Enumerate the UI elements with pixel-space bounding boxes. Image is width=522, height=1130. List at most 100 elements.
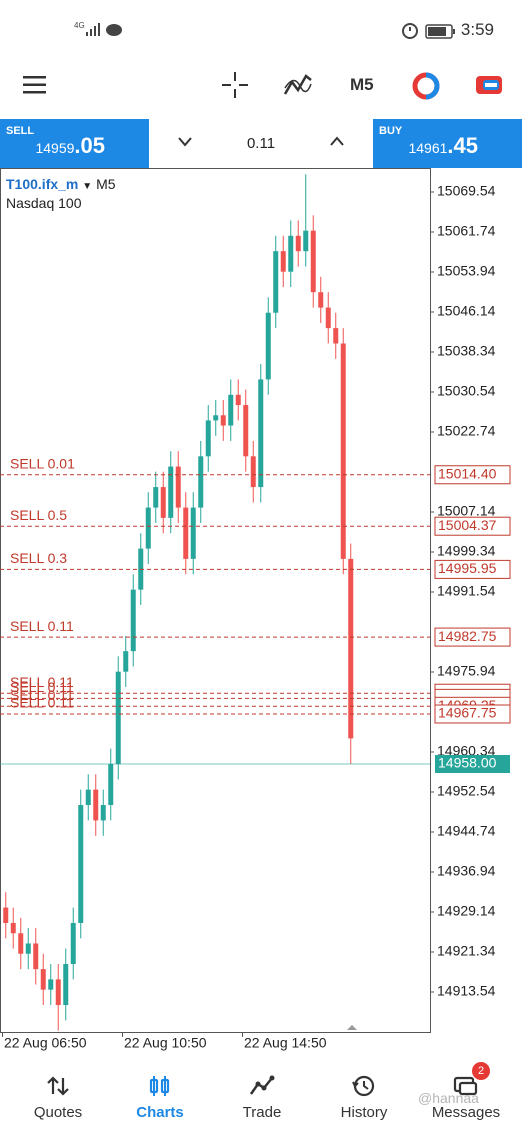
nav-item[interactable]: Messages (414, 1058, 518, 1130)
candle-body (310, 230, 316, 293)
order-price-label: 14967.75 (438, 705, 497, 721)
nav-item[interactable]: Quotes (6, 1058, 110, 1130)
trade-button[interactable] (474, 72, 504, 98)
candle-body (265, 312, 271, 380)
candle-body (40, 969, 46, 990)
indicators-button[interactable] (282, 70, 314, 100)
y-tick-label: 15038.34 (437, 343, 496, 359)
y-tick-label: 15007.14 (437, 503, 496, 519)
nav-item[interactable]: History (312, 1058, 416, 1130)
lot-value[interactable]: 0.11 (246, 135, 276, 152)
candle-body (18, 933, 24, 954)
candle-body (243, 405, 249, 457)
candle-body (273, 251, 279, 313)
y-tick-label: 14991.54 (437, 583, 496, 599)
candle-body (295, 235, 301, 252)
network: 4G (74, 21, 85, 30)
candle-body (48, 979, 54, 990)
y-tick-label: 15053.94 (437, 263, 496, 279)
order-price-box (434, 627, 511, 647)
lot-selector: 0.11 (149, 119, 373, 169)
candle-body (55, 979, 61, 1006)
timeframe-button[interactable]: M5 (350, 75, 374, 94)
candle-body (85, 789, 91, 806)
y-tick-label: 14929.14 (437, 903, 496, 919)
candle-body (213, 415, 219, 421)
candle-body (10, 922, 16, 934)
candle-body (63, 964, 69, 1006)
order-price-label: 15014.40 (438, 465, 497, 481)
candle-body (235, 394, 241, 406)
current-price-label: 14958.00 (438, 755, 497, 771)
nav-label: Charts (136, 1104, 184, 1121)
nav-item[interactable]: Trade (210, 1058, 314, 1130)
status-icons (402, 23, 455, 39)
order-label: SELL 0.3 (10, 550, 67, 566)
y-tick-label: 14921.34 (437, 943, 496, 959)
sell-label: SELL (6, 125, 35, 137)
candle-body (325, 307, 331, 329)
current-price-box (435, 755, 510, 773)
symbol-line[interactable]: T100.ifx_m ▼ M5 (6, 176, 116, 192)
sell-button[interactable]: SELL 14959.05 (0, 119, 149, 168)
nav-icon (352, 1075, 375, 1097)
candle-body (108, 764, 114, 806)
candle-body (333, 328, 339, 344)
order-label: SELL 0.11 (10, 687, 74, 703)
menu-button[interactable] (22, 74, 48, 96)
y-tick-label: 14999.34 (437, 543, 496, 559)
sell-price: 14959.05 (35, 133, 105, 159)
y-tick-label: 14936.94 (437, 863, 496, 879)
watermark: @hannaa (418, 1090, 479, 1106)
candle-body (250, 456, 256, 488)
symbol: T100.ifx_m (6, 176, 79, 192)
candle-body (280, 251, 286, 272)
bottom-nav: Quotes Charts Trade History Messages 2 (0, 1058, 522, 1130)
x-tick-label: 22 Aug 10:50 (124, 1035, 207, 1051)
clock: 3:59 (460, 20, 494, 39)
candle-body (175, 466, 181, 508)
order-label: SELL 0.11 (10, 618, 74, 634)
order-label: SELL 0.5 (10, 507, 67, 523)
order-price-label: 15004.37 (438, 517, 497, 533)
signal-icons (86, 23, 122, 36)
candle-body (183, 507, 189, 559)
lot-down[interactable] (177, 135, 193, 149)
lot-up[interactable] (329, 135, 345, 149)
buy-price: 14961.45 (408, 133, 478, 159)
y-tick-label: 14975.94 (437, 663, 496, 679)
nav-icon (47, 1076, 69, 1096)
y-tick-label: 15030.54 (437, 383, 496, 399)
x-tick-label: 22 Aug 06:50 (4, 1035, 87, 1051)
candle-body (288, 235, 294, 272)
candle-body (130, 589, 136, 652)
chart-timeframe: M5 (96, 176, 116, 192)
order-label: SELL 0.11 (10, 695, 74, 711)
nav-label: History (340, 1104, 388, 1121)
crosshair-button[interactable] (220, 70, 250, 100)
buy-label: BUY (379, 125, 403, 137)
y-tick-label: 14952.54 (437, 783, 496, 799)
candle-body (70, 922, 76, 964)
chart: 15069.54 15061.74 15053.94 15046.14 15038.34… (0, 168, 511, 1051)
order-label: SELL 0.11 (10, 679, 74, 695)
nav-icon (249, 1075, 275, 1095)
sell-price-small: .05 (74, 133, 105, 158)
candle-body (205, 420, 211, 457)
candle-body (318, 292, 324, 308)
candle-body (100, 805, 106, 821)
objects-button[interactable] (410, 70, 442, 102)
nav-label: Trade (242, 1104, 282, 1121)
candle-body (258, 379, 264, 488)
candle-body (3, 907, 9, 923)
nav-item[interactable]: Charts (108, 1058, 212, 1130)
y-tick-label: 15046.14 (437, 303, 496, 319)
candle-body (228, 394, 234, 426)
candle-body (115, 671, 121, 764)
buy-button[interactable]: BUY 14961.45 (373, 119, 522, 168)
y-tick-label: 15022.74 (437, 423, 496, 439)
badge: 2 (472, 1062, 490, 1080)
candle-body (93, 789, 99, 821)
status-bar: 4G 3:59 (0, 0, 522, 60)
